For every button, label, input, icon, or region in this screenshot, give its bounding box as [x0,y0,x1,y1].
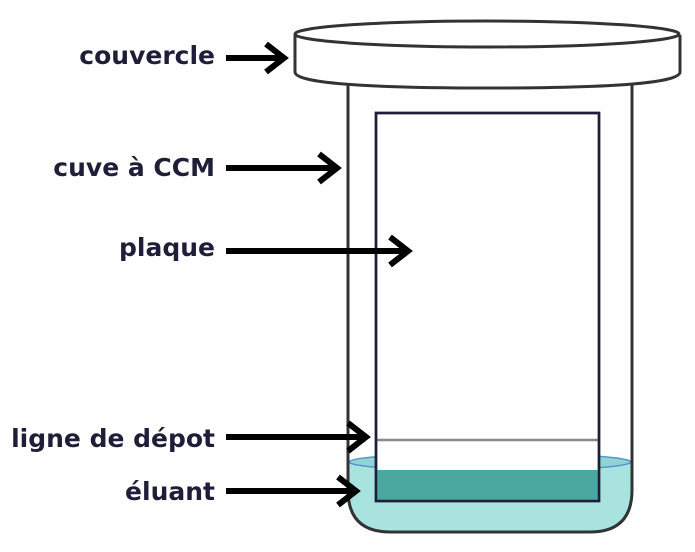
lid-top [293,19,681,49]
arrow-plate [226,234,413,268]
plate-border [374,111,601,503]
lid-body [293,35,682,90]
arrow-eluent [226,474,361,508]
arrow-deposit-line [226,420,371,454]
label-deposit-line: ligne de dépot [11,424,215,453]
label-eluent: éluant [125,477,215,506]
label-lid: couvercle [79,41,215,70]
plate-eluent-zone [377,470,598,500]
label-plate: plaque [119,233,215,262]
plate-body [374,111,601,503]
tlc-plate [374,111,601,503]
tlc-lid [293,19,682,90]
arrow-lid [226,41,289,75]
arrow-tank [226,151,342,185]
label-tank: cuve à CCM [53,153,215,182]
tank-wall [346,85,634,534]
